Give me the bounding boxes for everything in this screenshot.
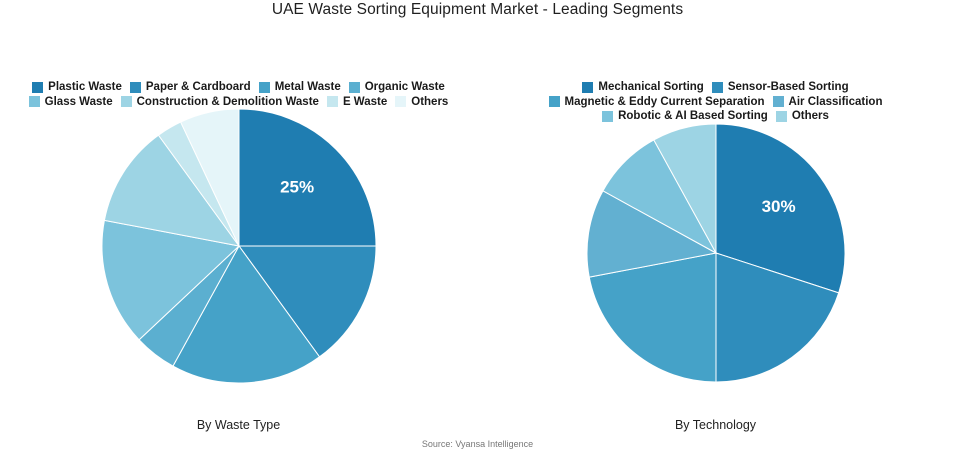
legend-item-robotic-and-ai-based-sorting: Robotic & AI Based Sorting	[602, 109, 768, 124]
legend-item-metal-waste: Metal Waste	[258, 80, 341, 95]
legend-item-construction-and-demolition-waste: Construction & Demolition Waste	[120, 95, 319, 110]
legend-swatch	[28, 96, 40, 108]
chart-caption: By Technology	[674, 418, 757, 432]
legend-label: Metal Waste	[274, 81, 341, 93]
legend-swatch	[548, 96, 560, 108]
legend-swatch	[120, 96, 132, 108]
data-label: 25%	[280, 177, 314, 196]
legend-label: Air Classification	[788, 95, 883, 108]
pie-slice-plastic-waste	[238, 108, 377, 247]
legend-label: Robotic & AI Based Sorting	[618, 110, 768, 122]
pie-slice-air-classification	[586, 190, 718, 278]
legend: Mechanical Sorting Sensor-Based Sorting Ma…	[477, 80, 954, 124]
legend-swatch	[348, 81, 360, 93]
legend-swatch	[326, 96, 338, 108]
legend-item-others: Others	[395, 95, 448, 110]
legend-label: Magnetic & Eddy Current Separation	[564, 95, 765, 108]
legend-item-magnetic-and-eddy-current-separation: Magnetic & Eddy Current Separation	[548, 95, 765, 110]
legend-label: Paper & Cardboard	[145, 81, 251, 93]
pie-slice-others	[653, 123, 717, 254]
technology-panel: Mechanical Sorting Sensor-Based Sorting Ma…	[477, 0, 954, 454]
legend-label: Glass Waste	[44, 95, 113, 108]
legend-swatch	[258, 81, 270, 93]
pie-slice-others	[180, 108, 240, 247]
legend-item-sensor-based-sorting: Sensor-Based Sorting	[711, 80, 849, 95]
legend-swatch	[582, 81, 594, 93]
legend-label: E Waste	[342, 95, 388, 108]
legend-label: Plastic Waste	[48, 81, 122, 93]
legend-swatch	[395, 96, 407, 108]
legend-item-air-classification: Air Classification	[772, 95, 883, 110]
legend-label: Others	[791, 110, 829, 122]
legend-label: Mechanical Sorting	[598, 81, 704, 93]
pie-chart-technology: 30%	[586, 123, 846, 383]
legend-swatch	[32, 81, 44, 93]
chart-title: UAE Waste Sorting Equipment Market - Lea…	[271, 1, 684, 18]
legend-swatch	[772, 96, 784, 108]
legend-item-paper-and-cardboard: Paper & Cardboard	[129, 80, 251, 95]
legend-item-mechanical-sorting: Mechanical Sorting	[582, 80, 704, 95]
source-note: Source: Vyansa Intelligence	[421, 439, 534, 449]
legend-label: Sensor-Based Sorting	[727, 81, 849, 93]
legend-item-organic-waste: Organic Waste	[348, 80, 445, 95]
legend-item-plastic-waste: Plastic Waste	[32, 80, 122, 95]
pie-slice-magnetic-and-eddy-current-separation	[588, 252, 717, 383]
chart-caption: By Waste Type	[196, 418, 281, 432]
pie-chart-waste-type: 25%	[101, 108, 377, 384]
pie-slice-sensor-based-sorting	[715, 252, 840, 383]
legend-swatch	[775, 110, 787, 122]
pie-slice-paper-and-cardboard	[238, 245, 377, 358]
pie-slice-metal-waste	[172, 245, 321, 384]
legend-item-others: Others	[775, 109, 829, 124]
pie-slice-glass-waste	[101, 219, 241, 341]
legend-label: Organic Waste	[364, 81, 445, 93]
data-label: 30%	[762, 197, 796, 216]
waste-type-panel: Plastic Waste Paper & Cardboard Metal Wast…	[0, 0, 477, 454]
legend-item-e-waste: E Waste	[326, 95, 388, 110]
legend-label: Others	[411, 95, 449, 108]
legend: Plastic Waste Paper & Cardboard Metal Wast…	[0, 80, 477, 109]
pie-slice-mechanical-sorting	[715, 123, 846, 294]
legend-swatch	[129, 81, 141, 93]
legend-swatch	[602, 110, 614, 122]
pie-slice-construction-and-demolition-waste	[103, 134, 241, 247]
legend-swatch	[711, 81, 723, 93]
legend-item-glass-waste: Glass Waste	[28, 95, 113, 110]
legend-label: Construction & Demolition Waste	[136, 95, 319, 108]
